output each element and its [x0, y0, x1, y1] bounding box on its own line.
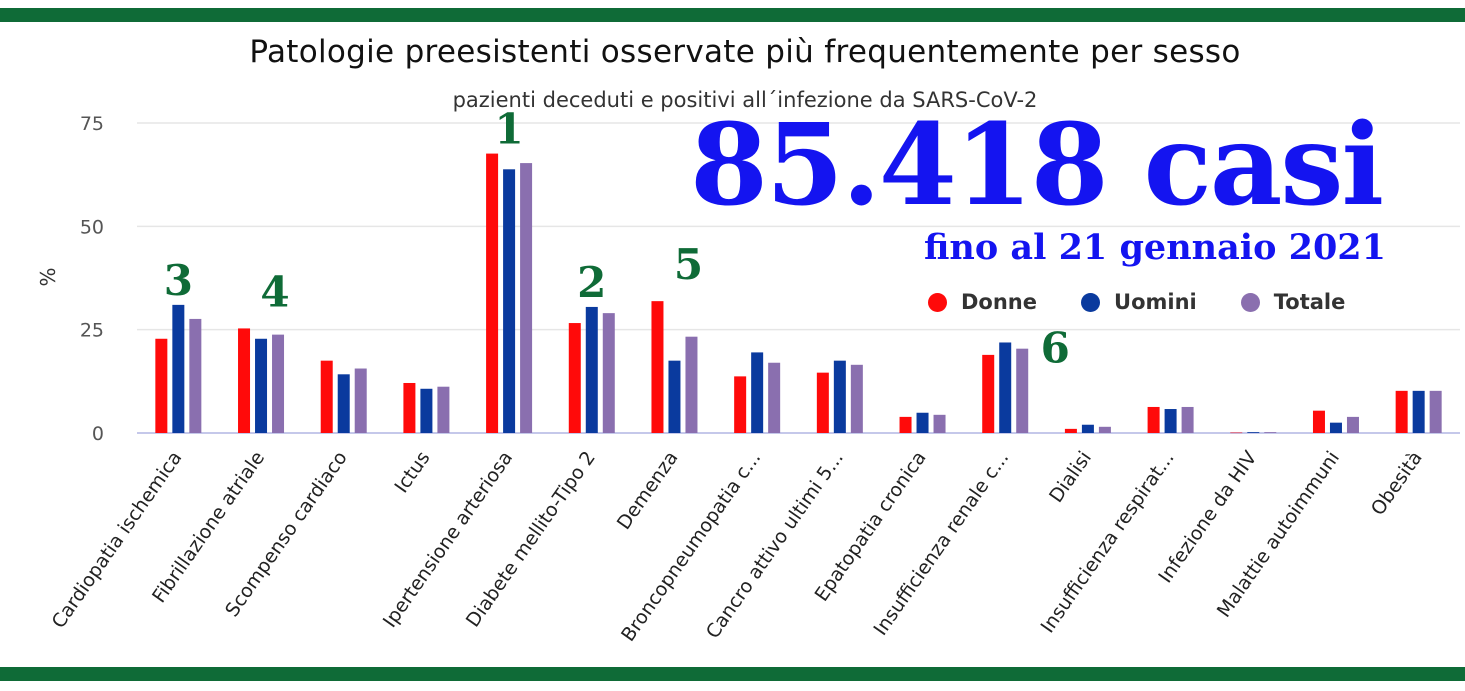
bar-uomini	[585, 306, 598, 433]
bar-donne	[982, 354, 995, 433]
bar-totale	[685, 336, 698, 433]
bar-donne	[403, 382, 416, 433]
bar-totale	[520, 163, 533, 434]
bar-totale	[354, 368, 367, 433]
bar-uomini	[1329, 422, 1342, 433]
bar-totale	[1181, 406, 1194, 433]
y-tick-label: 50	[80, 216, 104, 238]
legend-label-donne: Donne	[961, 290, 1038, 314]
bar-uomini	[751, 352, 764, 433]
bar-uomini	[503, 169, 516, 433]
bar-donne	[568, 323, 581, 433]
bottom-band	[0, 667, 1465, 681]
case-count-overlay: 85.418 casi	[690, 100, 1384, 231]
bar-uomini	[337, 374, 350, 433]
bar-uomini	[1247, 432, 1260, 433]
bar-donne	[816, 372, 829, 433]
bar-totale	[189, 318, 202, 433]
legend-swatch-totale	[1240, 292, 1260, 312]
chart-subtitle: pazienti deceduti e positivi all´infezio…	[452, 88, 1038, 112]
bar-uomini	[999, 342, 1012, 433]
bar-totale	[1346, 416, 1359, 433]
bar-uomini	[833, 360, 846, 433]
bar-totale	[1429, 390, 1442, 433]
x-tick-label: Insufficienza renale c...	[869, 447, 1013, 639]
rank-label: 4	[260, 267, 289, 316]
bar-donne	[1147, 406, 1160, 433]
bar-donne	[1064, 428, 1077, 433]
top-band	[0, 8, 1465, 22]
bar-uomini	[1081, 424, 1094, 433]
legend-label-uomini: Uomini	[1114, 290, 1197, 314]
x-tick-label: Demenza	[613, 447, 683, 533]
bar-totale	[933, 414, 946, 433]
x-tick-label: Ictus	[390, 447, 434, 497]
bar-totale	[437, 386, 450, 433]
bar-uomini	[420, 388, 433, 433]
bar-donne	[1395, 390, 1408, 433]
legend-swatch-donne	[928, 292, 947, 312]
bar-uomini	[255, 338, 268, 433]
y-tick-label: 0	[92, 423, 104, 445]
bar-donne	[486, 153, 499, 433]
bar-totale	[1264, 432, 1277, 433]
bar-totale	[602, 313, 615, 433]
bar-donne	[1312, 410, 1325, 433]
bar-totale	[1016, 348, 1029, 433]
bar-donne	[320, 360, 333, 433]
y-axis-label: %	[36, 267, 60, 286]
bar-uomini	[1412, 390, 1425, 433]
x-tick-label: Cancro attivo ultimi 5...	[702, 447, 848, 643]
chart-legend: Donne Uomini Totale	[928, 290, 1389, 314]
x-tick-label: Dialisi	[1045, 447, 1096, 507]
bar-uomini	[668, 360, 681, 433]
rank-label: 3	[164, 256, 193, 305]
bar-donne	[899, 416, 912, 433]
legend-item-donne[interactable]: Donne	[928, 290, 1037, 314]
bar-donne	[155, 338, 168, 433]
x-tick-label: Obesità	[1367, 447, 1427, 519]
bar-donne	[1230, 432, 1243, 434]
bar-totale	[850, 364, 863, 433]
rank-label: 6	[1041, 323, 1070, 372]
chart-title: Patologie preesistenti osservate più fre…	[249, 34, 1241, 70]
bar-uomini	[1164, 409, 1177, 433]
bar-donne	[238, 328, 251, 433]
rank-label: 1	[494, 105, 523, 154]
bar-uomini	[916, 412, 929, 433]
bar-donne	[651, 301, 664, 433]
date-overlay: fino al 21 gennaio 2021	[923, 227, 1387, 268]
y-tick-label: 75	[80, 113, 104, 135]
bar-totale	[1098, 426, 1111, 433]
legend-label-totale: Totale	[1273, 290, 1346, 314]
x-tick-label: Broncopneumopatia c...	[617, 447, 765, 645]
legend-item-uomini[interactable]: Uomini	[1081, 290, 1197, 314]
legend-item-totale[interactable]: Totale	[1240, 290, 1346, 314]
rank-label: 5	[674, 240, 703, 289]
bar-uomini	[172, 304, 185, 433]
bar-totale	[768, 362, 781, 433]
y-tick-label: 25	[80, 320, 104, 342]
legend-swatch-uomini	[1081, 292, 1101, 312]
bar-donne	[734, 376, 747, 433]
bar-totale	[272, 334, 285, 433]
rank-label: 2	[577, 258, 606, 307]
